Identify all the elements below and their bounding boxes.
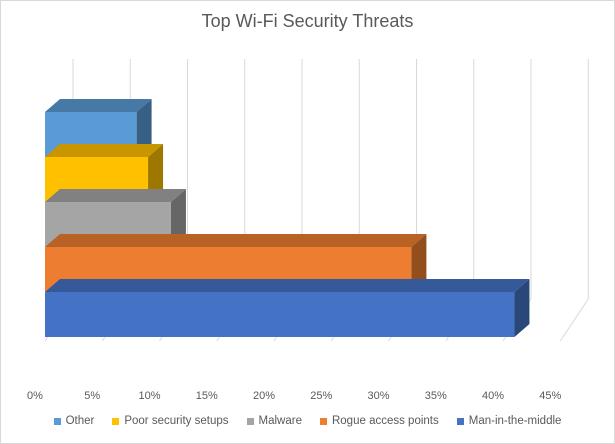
- bar-front-face: [45, 292, 514, 337]
- bar-top-face: [45, 99, 152, 112]
- legend-item: Poor security setups: [112, 415, 228, 427]
- bar-top-face: [45, 144, 163, 157]
- legend-swatch: [457, 418, 464, 425]
- x-tick-label: 15%: [196, 390, 218, 402]
- legend-label: Malware: [259, 415, 302, 427]
- x-tick-label: 35%: [425, 390, 447, 402]
- legend-swatch: [247, 418, 254, 425]
- x-tick-label: 45%: [539, 390, 561, 402]
- x-tick-label: 25%: [310, 390, 332, 402]
- bar-man-in-the-middle: [45, 279, 529, 337]
- legend-label: Other: [66, 415, 95, 427]
- x-tick-label: 10%: [138, 390, 160, 402]
- x-tick-label: 30%: [367, 390, 389, 402]
- gridline-floor: [560, 299, 588, 341]
- legend-label: Poor security setups: [124, 415, 228, 427]
- legend-swatch: [54, 418, 61, 425]
- chart-legend: Other Poor security setups Malware Rogue ac…: [1, 415, 614, 427]
- x-tick-label: 0%: [27, 390, 43, 402]
- x-tick-label: 5%: [84, 390, 100, 402]
- legend-item: Man-in-the-middle: [457, 415, 562, 427]
- bar-top-face: [45, 279, 529, 292]
- x-tick-label: 20%: [253, 390, 275, 402]
- legend-swatch: [320, 418, 327, 425]
- bar-top-face: [45, 189, 186, 202]
- legend-swatch: [112, 418, 119, 425]
- legend-label: Rogue access points: [332, 415, 439, 427]
- legend-item: Rogue access points: [320, 415, 439, 427]
- legend-label: Man-in-the-middle: [469, 415, 562, 427]
- legend-item: Other: [54, 415, 95, 427]
- bar-top-face: [45, 234, 426, 247]
- x-tick-label: 40%: [482, 390, 504, 402]
- legend-item: Malware: [247, 415, 302, 427]
